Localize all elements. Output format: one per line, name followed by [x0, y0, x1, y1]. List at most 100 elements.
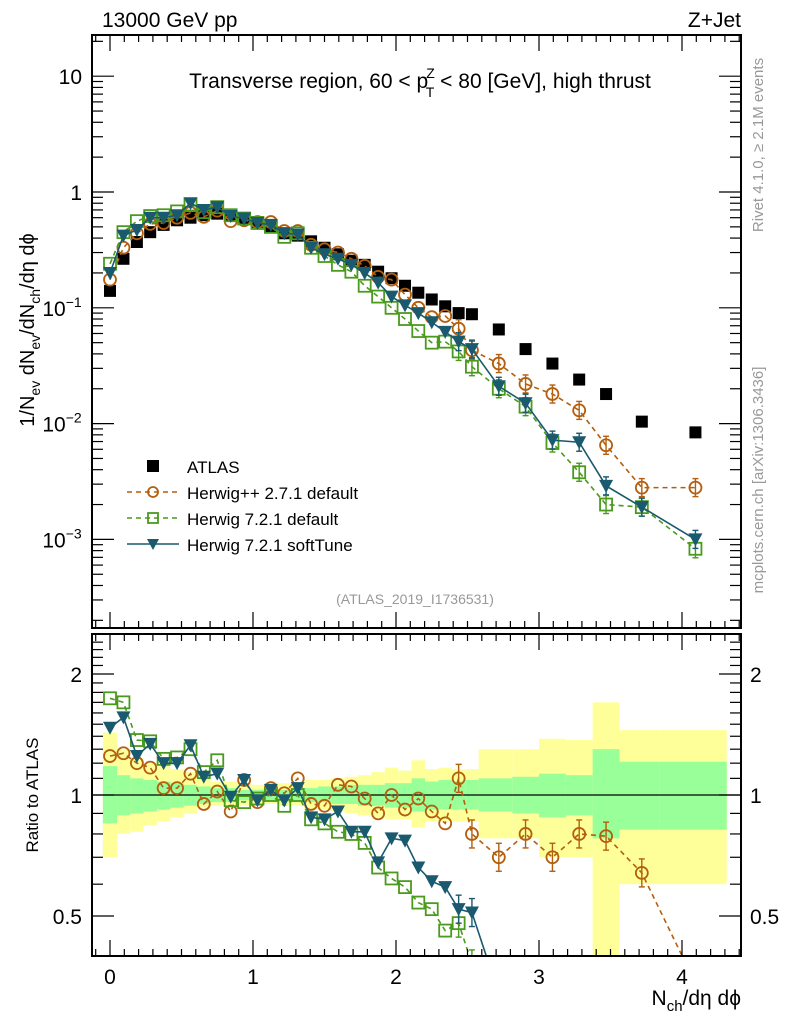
data-point-open-square	[103, 691, 117, 706]
data-point-triangle	[237, 212, 252, 226]
x-tick-label: 0	[104, 966, 116, 989]
xlab-rest: /dη dϕ	[683, 987, 741, 1010]
ylab-sub-ev1: ev	[27, 381, 43, 396]
data-point-open-circle	[518, 827, 533, 841]
ratio-tick-label: 0.5	[53, 906, 82, 929]
data-point-open-circle	[371, 806, 386, 821]
data-point-open-circle	[424, 804, 439, 819]
data-point-triangle	[277, 794, 292, 808]
data-point-open-square	[572, 465, 587, 480]
stat-band-bin	[344, 784, 358, 804]
ratio-tick-label-right: 0.5	[750, 906, 779, 929]
y-tick-exponent: −1	[66, 294, 82, 310]
series-herwig-7-2-1-softtune	[103, 197, 703, 550]
x-tick-label: 1	[247, 966, 259, 989]
data-point-open-square	[599, 497, 613, 512]
title-prefix: Transverse region, 60 < p	[189, 70, 428, 93]
data-point-open-square	[237, 795, 252, 810]
data-point-triangle	[170, 209, 185, 223]
xlab-sub-ch: ch	[667, 998, 683, 1015]
title-sup-z: Z	[426, 65, 435, 81]
data-point-triangle	[438, 881, 453, 895]
data-point-square	[600, 388, 613, 401]
data-point-open-circle	[438, 309, 453, 323]
data-point-triangle	[398, 299, 413, 313]
data-point-open-circle	[438, 816, 453, 831]
ylab-4: /dη dϕ	[17, 233, 39, 289]
xlab-n: N	[652, 987, 667, 1010]
data-point-open-circle	[599, 438, 613, 453]
header-process-label: Z+Jet	[688, 9, 741, 32]
ratio-y-axis-label: Ratio to ATLAS	[23, 738, 42, 853]
data-point-open-circle	[183, 766, 198, 781]
data-point-triangle	[290, 228, 305, 242]
data-point-open-circle	[143, 760, 158, 775]
data-point-open-circle	[545, 387, 560, 401]
data-point-triangle	[290, 782, 305, 796]
ratio-tick-label-right: 2	[750, 664, 762, 687]
legend-label: Herwig 7.2.1 softTune	[187, 536, 353, 555]
legend-label: ATLAS	[187, 458, 240, 477]
data-point-triangle	[634, 501, 649, 515]
x-tick-label: 3	[533, 966, 545, 989]
series-line	[109, 209, 696, 489]
data-point-open-circle	[491, 356, 506, 371]
x-tick-label: 2	[390, 966, 402, 989]
data-point-triangle	[411, 861, 426, 875]
x-tick-label: 4	[676, 966, 688, 989]
data-point-triangle	[330, 252, 345, 266]
data-point-triangle	[196, 203, 211, 217]
data-point-triangle	[317, 248, 332, 262]
ylab-sub-ch: ch	[27, 289, 43, 304]
data-point-open-circle	[634, 480, 649, 495]
stat-band-bin	[143, 779, 157, 812]
data-point-open-circle	[518, 377, 533, 391]
data-point-triangle	[143, 211, 158, 225]
y-tick-label: 1	[70, 182, 82, 205]
data-point-triangle	[304, 811, 319, 825]
data-point-open-square	[398, 880, 412, 895]
data-point-triangle	[143, 737, 158, 751]
data-point-triangle	[344, 258, 359, 272]
title-sub-t: T	[426, 84, 435, 100]
data-point-triangle	[183, 197, 198, 211]
data-point-triangle	[156, 211, 171, 225]
data-point-open-square	[493, 999, 505, 1011]
data-point-square	[519, 343, 532, 356]
data-point-triangle	[424, 875, 439, 889]
series-herwig-7-2-1-default	[103, 197, 703, 559]
data-point-triangle	[129, 750, 144, 764]
data-point-triangle	[451, 903, 466, 917]
data-point-square	[147, 460, 159, 472]
data-point-open-square	[371, 289, 386, 304]
main-frame	[91, 34, 742, 629]
data-point-triangle	[250, 794, 265, 808]
ratio-tick-label: 1	[70, 785, 82, 808]
y-tick-exponent: −2	[66, 410, 82, 426]
data-point-triangle	[424, 316, 439, 330]
data-point-square	[689, 426, 702, 439]
data-point-triangle	[304, 241, 319, 255]
data-point-triangle	[263, 218, 278, 232]
data-point-open-circle	[344, 779, 359, 794]
ratio-plot-area	[92, 691, 741, 1011]
ratio-tick-label: 2	[70, 664, 82, 687]
data-point-open-circle	[572, 403, 587, 418]
data-point-triangle	[384, 832, 399, 846]
data-point-triangle	[344, 825, 359, 839]
data-point-triangle	[103, 266, 117, 280]
data-point-open-circle	[116, 746, 131, 761]
data-point-triangle	[384, 290, 399, 304]
data-point-open-circle	[545, 850, 560, 865]
data-point-triangle	[572, 436, 587, 450]
data-point-triangle	[464, 343, 479, 357]
data-point-square	[492, 323, 505, 336]
data-point-open-square	[465, 359, 479, 374]
data-point-open-circle	[599, 829, 613, 844]
data-point-open-circle	[688, 480, 703, 495]
data-point-triangle	[129, 223, 144, 237]
data-point-open-circle	[223, 804, 238, 819]
data-point-triangle	[357, 266, 372, 280]
data-point-open-square	[210, 753, 225, 768]
